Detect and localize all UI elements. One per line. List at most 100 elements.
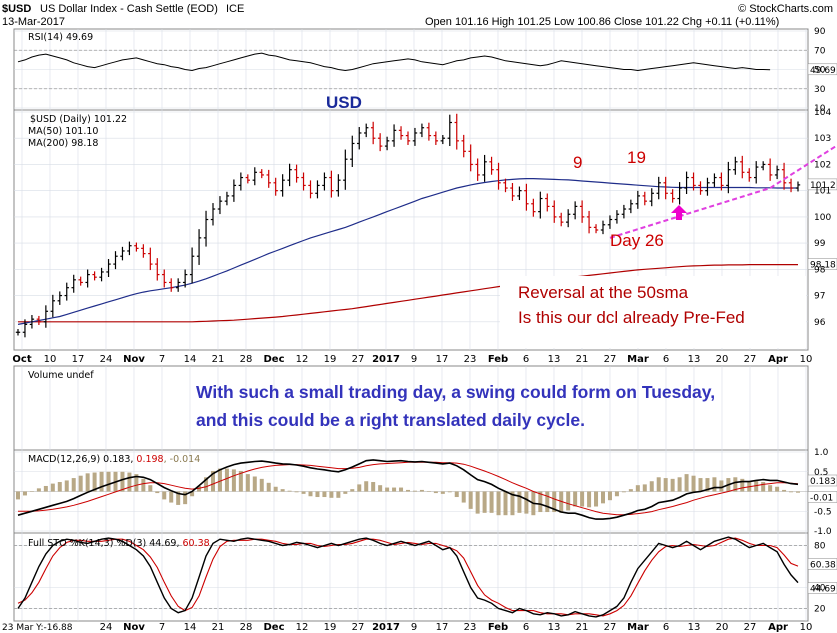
price-bar — [57, 291, 62, 305]
macd-histogram-bar — [64, 480, 69, 492]
annotation-box-line1: Reversal at the 50sma — [518, 283, 689, 302]
price-bar — [754, 161, 759, 184]
price-bar — [252, 167, 257, 186]
macd-chart: 0.183 -0.01 — [14, 459, 837, 520]
bottom-x-tick-label: 6 — [523, 622, 529, 633]
macd-histogram-bar — [412, 490, 417, 492]
bottom-x-tick-label: 24 — [100, 622, 113, 633]
macd-histogram-bar — [580, 491, 585, 507]
price-bar — [628, 199, 634, 214]
ohlc-readout: Open 101.16 High 101.25 Low 100.86 Close… — [425, 16, 779, 28]
macd-title-a: MACD(12,26,9) 0.183, — [28, 454, 136, 465]
price-bar — [621, 204, 627, 219]
price-bar — [224, 191, 230, 206]
x-tick-label: 21 — [212, 354, 225, 365]
macd-histogram-bar — [259, 478, 264, 492]
macd-y-tick: -1.0 — [814, 527, 832, 537]
price-bar — [287, 163, 292, 187]
x-tick-label: 23 — [464, 354, 477, 365]
bottom-x-tick-label: 6 — [663, 622, 669, 633]
price-bar — [475, 158, 480, 181]
price-bar — [740, 155, 745, 179]
price-bar — [336, 174, 341, 197]
price-bar — [71, 274, 76, 293]
price-bar — [552, 200, 557, 223]
bottom-x-tick-label: 27 — [352, 622, 365, 633]
price-bar — [760, 161, 766, 171]
macd-histogram-bar — [162, 491, 167, 500]
macd-histogram-bar — [503, 491, 508, 516]
x-tick-label: Mar — [627, 354, 649, 365]
price-bar — [572, 201, 578, 220]
x-tick-label: Feb — [488, 354, 508, 365]
x-tick-label: Oct — [12, 354, 31, 365]
price-bar — [85, 269, 90, 288]
price-bar — [350, 135, 355, 168]
annotation-usd: USD — [326, 93, 362, 112]
macd-title: MACD(12,26,9) 0.183, 0.198, -0.014 — [28, 454, 200, 465]
bottom-x-tick-label: Dec — [263, 622, 284, 633]
macd-histogram-bar — [106, 471, 111, 492]
macd-histogram-bar — [120, 471, 125, 492]
price-bar — [565, 209, 571, 228]
macd-histogram-bar — [280, 489, 285, 492]
macd-histogram-bar — [419, 489, 424, 492]
rsi-value-label: 49.69 — [810, 66, 836, 76]
price-bar — [733, 156, 738, 175]
sto-chart: 60.38 44.69 — [14, 536, 837, 618]
sto-title-b: 60.38 — [183, 538, 210, 549]
macd-histogram-bar — [99, 471, 104, 492]
macd-histogram-bar — [190, 491, 195, 497]
bottom-x-tick-label: 13 — [688, 622, 701, 633]
price-bar — [182, 269, 188, 288]
macd-histogram-bar — [621, 491, 626, 493]
x-tick-label: 27 — [352, 354, 365, 365]
macd-histogram-bar — [308, 491, 313, 497]
macd-histogram-bar — [127, 472, 132, 492]
price-bar — [774, 165, 780, 180]
annotation-19: 19 — [627, 148, 646, 167]
price-bar — [663, 176, 668, 200]
macd-histogram-bar — [71, 478, 76, 492]
sto-k-value-label: 44.69 — [810, 585, 836, 595]
x-tick-label: 17 — [436, 354, 449, 365]
bottom-x-tick-label: 28 — [240, 622, 253, 633]
macd-histogram-bar — [782, 489, 787, 492]
price-bar — [343, 149, 348, 190]
price-bar — [175, 278, 181, 292]
sto-k-line — [17, 536, 799, 618]
sto-title: Full STO %K(14,3) %D(3) 44.69, 60.38 — [28, 538, 210, 549]
macd-histogram-bar — [392, 487, 397, 492]
x-tick-label: Dec — [263, 354, 284, 365]
price-bar — [454, 113, 459, 150]
macd-histogram-bar — [385, 487, 390, 492]
macd-histogram-bar — [447, 491, 452, 493]
price-bar — [29, 315, 35, 329]
price-bar — [767, 158, 773, 181]
macd-histogram-bar — [294, 491, 299, 493]
price-bar — [635, 190, 641, 209]
macd-histogram-bar — [406, 489, 410, 492]
annotation-9: 9 — [573, 153, 582, 172]
macd-histogram-bar — [211, 470, 215, 492]
macd-histogram-bar — [607, 491, 612, 501]
x-tick-label: 2017 — [372, 354, 400, 365]
rsi-title: RSI(14) 49.69 — [28, 32, 93, 43]
macd-histogram-bar — [468, 491, 473, 509]
price-bar — [586, 210, 592, 234]
price-bar — [698, 181, 703, 195]
macd-histogram-bar — [134, 474, 139, 492]
price-bar — [364, 123, 369, 138]
macd-histogram-bar — [224, 468, 229, 492]
sto-panel — [13, 532, 809, 622]
macd-histogram-bar — [148, 485, 153, 492]
x-tick-label: 12 — [296, 354, 309, 365]
macd-histogram-bar — [36, 488, 41, 492]
bottom-x-tick-label: 9 — [411, 622, 417, 633]
macd-histogram-bar — [691, 475, 696, 492]
macd-histogram-bar — [350, 489, 355, 492]
price-bar — [280, 174, 285, 197]
price-bar — [517, 186, 522, 201]
price-bar — [391, 124, 397, 147]
